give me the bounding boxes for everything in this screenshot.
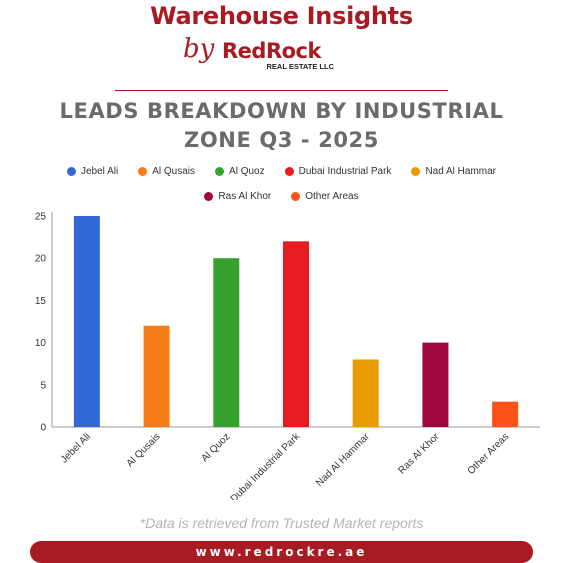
y-tick-label: 10 bbox=[35, 338, 47, 349]
footer-bar: www.redrockre.ae bbox=[30, 541, 533, 563]
header-divider bbox=[115, 90, 448, 91]
by-text: by bbox=[183, 34, 215, 64]
legend-row-2: Ras Al Khor Other Areas bbox=[0, 191, 563, 202]
x-tick-label: Dubai Industrial Park bbox=[229, 431, 303, 500]
footnote: *Data is retrieved from Trusted Market r… bbox=[139, 515, 424, 531]
bar bbox=[422, 342, 449, 427]
bar bbox=[283, 241, 309, 427]
legend-label: Jebel Ali bbox=[80, 166, 119, 177]
logo-text: RedRock bbox=[222, 39, 322, 63]
legend-label: Dubai Industrial Park bbox=[298, 166, 392, 177]
y-tick-label: 5 bbox=[40, 380, 46, 391]
header-title: Warehouse Insights bbox=[150, 2, 413, 30]
legend-item: Nad Al Hammar bbox=[411, 166, 496, 177]
legend-label: Other Areas bbox=[305, 191, 359, 202]
legend-item: Other Areas bbox=[291, 191, 359, 202]
legend-item: Jebel Ali bbox=[66, 166, 119, 177]
legend-swatch bbox=[411, 167, 421, 176]
legend-item: Al Qusais bbox=[138, 166, 195, 177]
legend-swatch bbox=[284, 167, 294, 176]
x-tick-label: Jebel Ali bbox=[59, 431, 93, 465]
legend-label: Al Qusais bbox=[152, 166, 196, 177]
website-link[interactable]: www.redrockre.ae bbox=[195, 545, 368, 559]
y-tick-label: 0 bbox=[40, 423, 46, 434]
legend-swatch bbox=[66, 167, 76, 176]
legend-label: Nad Al Hammar bbox=[425, 166, 497, 177]
legend-item: Ras Al Khor bbox=[204, 191, 271, 202]
logo-subtext: REAL ESTATE LLC bbox=[267, 62, 335, 71]
x-tick-label: Al Quoz bbox=[199, 431, 232, 464]
bar bbox=[352, 359, 379, 427]
chart-y-tick-labels: 0 5 10 15 20 25 bbox=[35, 212, 47, 434]
bar bbox=[213, 258, 240, 427]
x-tick-label: Nad Al Hammar bbox=[314, 431, 372, 489]
legend-swatch bbox=[291, 192, 301, 201]
bar bbox=[143, 325, 170, 427]
legend-row-1: Jebel Ali Al Qusais Al Quoz Dubai Industria… bbox=[0, 166, 563, 177]
legend-item: Al Quoz bbox=[215, 166, 265, 177]
bar bbox=[492, 401, 519, 427]
bar bbox=[73, 216, 100, 427]
legend-label: Ras Al Khor bbox=[218, 191, 272, 202]
legend-swatch bbox=[204, 192, 214, 201]
x-tick-label: Ras Al Khor bbox=[396, 431, 442, 477]
x-tick-label: Al Qusais bbox=[125, 431, 163, 469]
legend-item: Dubai Industrial Park bbox=[284, 166, 392, 177]
x-tick-label: Other Areas bbox=[466, 431, 512, 477]
legend-swatch bbox=[215, 167, 225, 176]
legend-swatch bbox=[138, 167, 148, 176]
redrock-logo: RedRock REAL ESTATE LLC bbox=[222, 39, 335, 71]
legend-label: Al Quoz bbox=[229, 166, 265, 177]
y-tick-label: 25 bbox=[35, 212, 47, 223]
y-tick-label: 15 bbox=[35, 296, 47, 307]
chart-title: LEADS BREAKDOWN BY INDUSTRIAL ZONE Q3 - … bbox=[59, 99, 504, 152]
y-tick-label: 20 bbox=[35, 254, 47, 265]
chart-bars bbox=[73, 216, 519, 427]
